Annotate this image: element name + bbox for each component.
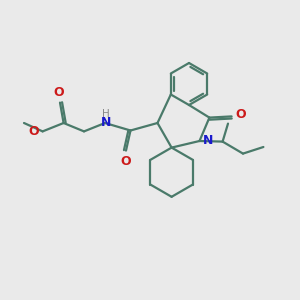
Text: H: H [102,109,110,119]
Text: O: O [28,125,39,138]
Text: O: O [53,86,64,99]
Text: O: O [236,108,246,122]
Text: N: N [100,116,111,130]
Text: N: N [202,134,213,147]
Text: O: O [120,155,131,168]
